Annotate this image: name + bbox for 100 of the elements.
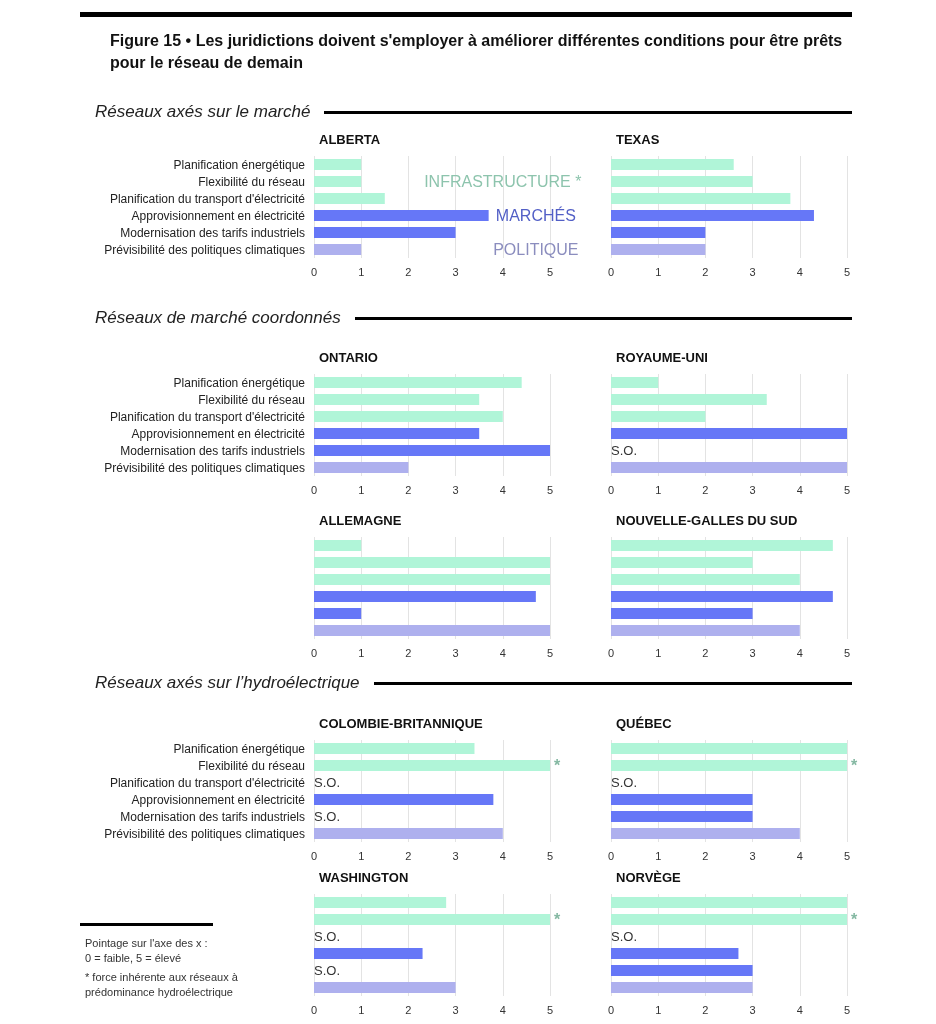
x-tick-label: 3 [452,483,459,496]
bar [611,377,659,388]
x-tick-label: 3 [452,646,459,659]
x-tick-label: 2 [702,265,709,278]
bar [611,608,753,619]
bar [314,411,503,422]
caption: Figure 15 • Les juridictions doivent s'employer à améliorer différentes conditions pour être prêts pour le réseau de demain [110,31,844,73]
x-tick-label: 2 [702,646,709,659]
bar [314,828,503,839]
bar [314,914,550,925]
y-tick-label: Modernisation des tarifs industriels [120,443,305,458]
annotation: POLITIQUE [493,241,579,258]
bar [314,193,385,204]
x-tick-label: 1 [655,1003,662,1016]
bar [314,540,362,551]
y-tick-label: Modernisation des tarifs industriels [120,225,305,240]
bar [611,743,847,754]
text: * force inhérente aux réseaux à prédominance hydroélectrique [85,970,239,1000]
x-tick-label: 5 [546,646,554,659]
bar [611,176,753,187]
x-tick-label: 1 [358,265,365,278]
x-tick-label: 5 [843,1003,851,1016]
bar [314,445,550,456]
bar [611,948,739,959]
x-tick-label: 0 [607,265,615,278]
bar [314,982,456,993]
bar [314,625,550,636]
x-tick-label: 0 [310,265,318,278]
y-tick-label: Approvisionnement en électricité [131,792,306,807]
y-tick-label: Prévisibilité des politiques climatiques [104,242,305,257]
x-tick-label: 4 [499,1003,506,1016]
x-tick-label: 3 [749,849,756,862]
y-tick-label: Flexibilité du réseau [198,174,305,189]
chart-title: ALLEMAGNE [319,513,402,528]
bar [314,227,456,238]
x-tick-label: 5 [546,1003,554,1016]
x-tick-label: 4 [499,265,506,278]
x-tick-label: 3 [749,646,756,659]
bar [611,244,706,255]
x-tick-label: 1 [655,849,662,862]
y-tick-label: Flexibilité du réseau [198,758,305,773]
x-tick-label: 4 [499,483,506,496]
bar [611,982,753,993]
x-tick-label: 3 [749,1003,756,1016]
y-tick-label: Prévisibilité des politiques climatiques [104,460,305,475]
bar [611,411,706,422]
bar [611,193,791,204]
bar [611,462,847,473]
x-tick-label: 4 [499,849,506,862]
bar [314,462,409,473]
bar [611,394,767,405]
bar [314,428,480,439]
x-tick-label: 5 [843,483,851,496]
bar [314,743,475,754]
x-tick-label: 2 [405,1003,412,1016]
x-tick-label: 0 [607,1003,615,1016]
chart-title: NORVÈGE [616,870,682,885]
chart-title: QUÉBEC [616,716,673,731]
bar [314,210,489,221]
text: S.O. [314,775,341,790]
bar [611,897,847,908]
x-tick-label: 4 [796,483,803,496]
annotation: MARCHÉS [495,206,576,224]
x-tick-label: 3 [452,849,459,862]
x-tick-label: 4 [499,646,506,659]
x-tick-label: 1 [358,646,365,659]
chart-subtitle: Réseaux axés sur l’hydroélectrique [95,673,361,693]
bar [611,591,833,602]
chart-title: TEXAS [616,132,660,147]
bar [314,794,494,805]
bar [314,897,447,908]
chart-subtitle: Réseaux axés sur le marché [95,102,312,122]
text: S.O. [611,775,638,790]
bar [611,914,847,925]
x-tick-label: 0 [607,849,615,862]
x-tick-label: 3 [452,1003,459,1016]
bar [611,428,847,439]
x-tick-label: 5 [843,265,851,278]
bar [314,176,362,187]
x-tick-label: 3 [749,265,756,278]
bar [314,159,362,170]
annotation: INFRASTRUCTURE * [424,173,582,190]
bar [314,394,480,405]
x-tick-label: 1 [358,849,365,862]
x-tick-label: 2 [405,483,412,496]
chart-title: ONTARIO [319,350,378,365]
y-tick-label: Flexibilité du réseau [198,392,305,407]
y-tick-label: Planification du transport d'électricité [109,409,306,424]
bar [314,948,423,959]
chart-title: WASHINGTON [319,870,409,885]
x-tick-label: 5 [546,849,554,862]
bar [314,574,550,585]
y-tick-label: Approvisionnement en électricité [131,426,306,441]
x-tick-label: 0 [607,646,615,659]
bar [611,828,800,839]
text: S.O. [314,809,341,824]
x-tick-label: 4 [796,265,803,278]
bar [611,210,814,221]
chart-subtitle: Réseaux de marché coordonnés [95,308,342,328]
y-tick-label: Planification du transport d'électricité [109,191,306,206]
